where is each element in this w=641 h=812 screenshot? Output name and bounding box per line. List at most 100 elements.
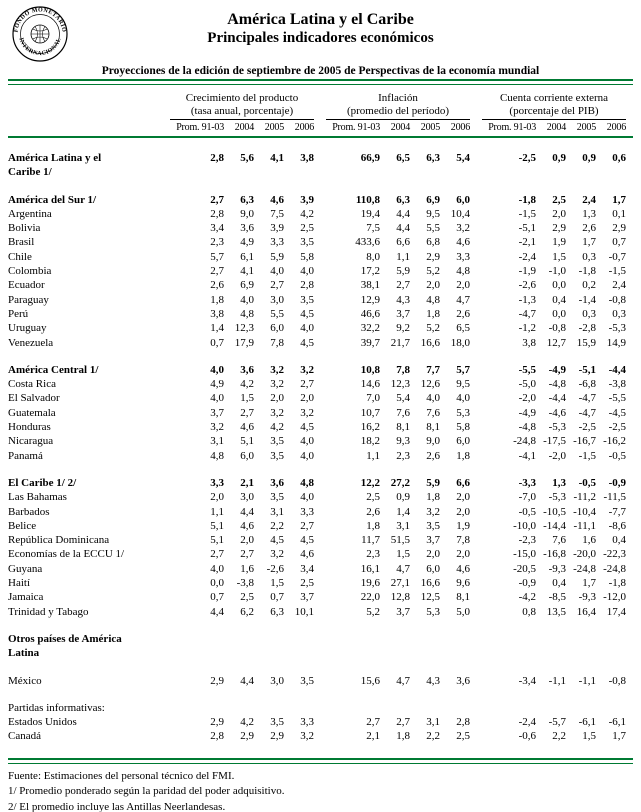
group-header-growth: Crecimiento del producto (tasa anual, po… — [170, 92, 314, 120]
value-group: 5,1 4,6 2,2 2,7 — [170, 519, 314, 533]
group-header-current-account: Cuenta corriente externa (porcentaje del… — [482, 92, 626, 120]
row-label: Trinidad y Tabago — [8, 605, 89, 618]
value-cell: 2,0 — [426, 279, 440, 292]
value-cell: 2,0 — [456, 491, 470, 504]
value-cell: -14,4 — [543, 519, 566, 532]
logo-globe-lines — [31, 25, 49, 43]
value-cell: -4,2 — [518, 591, 536, 604]
value-group: 1,8 3,1 3,5 1,9 — [326, 519, 470, 533]
value-cell: -15,0 — [513, 548, 536, 561]
value-cell: 6,3 — [396, 193, 410, 206]
value-cell: 6,6 — [456, 476, 470, 489]
value-cell: 18,0 — [450, 336, 470, 349]
value-cell: 2,8 — [456, 716, 470, 729]
value-cell: 15,6 — [360, 674, 380, 687]
value-cell: 2,8 — [300, 279, 314, 292]
value-cell: -0,5 — [578, 476, 596, 489]
value-cell: 3,7 — [300, 591, 314, 604]
value-cell: 12,3 — [390, 378, 410, 391]
value-group: 66,9 6,5 6,3 5,4 — [326, 151, 470, 165]
value-cell: 7,8 — [456, 534, 470, 547]
value-cell: 4,9 — [210, 378, 224, 391]
value-group: -7,0 -5,3 -11,2 -11,5 — [482, 490, 626, 504]
value-cell: 16,1 — [360, 562, 380, 575]
value-cell: 4,6 — [240, 421, 254, 434]
country-row: Jamaica 0,7 2,5 0,7 3,7 22,0 12,8 12,5 8,1 -4,2 -8… — [8, 590, 633, 604]
value-cell: 16,4 — [576, 605, 596, 618]
value-group: -4,8 -5,3 -2,5 -2,5 — [482, 420, 626, 434]
value-cell: 0,0 — [210, 577, 224, 590]
value-cell: 2,2 — [270, 519, 284, 532]
value-cell: -24,8 — [573, 562, 596, 575]
value-cell: 10,4 — [450, 207, 470, 220]
value-group: -1,9 -1,0 -1,8 -1,5 — [482, 264, 626, 278]
value-cell: 0,7 — [210, 336, 224, 349]
value-cell: 0,0 — [552, 307, 566, 320]
value-cell: 1,5 — [396, 548, 410, 561]
value-cell: 8,1 — [426, 421, 440, 434]
value-cell: 1,8 — [426, 491, 440, 504]
value-cell: 3,3 — [270, 236, 284, 249]
value-group: 3,2 4,6 4,2 4,5 — [170, 420, 314, 434]
value-cell: 2,5 — [366, 491, 380, 504]
row-label: El Salvador — [8, 392, 60, 405]
value-cell: 7,6 — [396, 406, 410, 419]
value-cell: 2,5 — [300, 577, 314, 590]
group-subtitle: (porcentaje del PIB) — [509, 105, 599, 117]
value-cell: 2,2 — [552, 730, 566, 743]
header-rule — [8, 136, 633, 138]
value-cell: 10,8 — [360, 363, 380, 376]
row-label: Otros países de América Latina — [8, 632, 122, 660]
value-group: 4,8 6,0 3,5 4,0 — [170, 449, 314, 463]
value-cell: 4,0 — [300, 322, 314, 335]
value-cell: 1,9 — [552, 236, 566, 249]
value-group: -4,2 -8,5 -9,3 -12,0 — [482, 590, 626, 604]
value-group: 5,2 3,7 5,3 5,0 — [326, 605, 470, 619]
country-row: Belice 5,1 4,6 2,2 2,7 1,8 3,1 3,5 1,9 -10,0 -14,4… — [8, 519, 633, 533]
value-cell: 2,9 — [552, 222, 566, 235]
value-cell: 4,3 — [396, 293, 410, 306]
value-cell: -2,0 — [518, 392, 536, 405]
value-group: 16,1 4,7 6,0 4,6 — [326, 562, 470, 576]
value-cell: -0,7 — [608, 250, 626, 263]
value-cell: 3,3 — [210, 476, 224, 489]
value-cell: -9,3 — [548, 562, 566, 575]
value-cell: 2,0 — [300, 392, 314, 405]
year-header: 2006 — [606, 122, 626, 133]
value-cell: 6,3 — [240, 193, 254, 206]
year-header-group: Prom. 91-03 2004 2005 2006 — [170, 122, 314, 133]
value-cell: -3,8 — [608, 378, 626, 391]
value-cell: 4,5 — [300, 307, 314, 320]
value-cell: 7,5 — [366, 222, 380, 235]
value-cell: 2,7 — [210, 193, 224, 206]
row-label: Barbados — [8, 505, 50, 518]
value-cell: 7,0 — [366, 392, 380, 405]
value-group: 110,8 6,3 6,9 6,0 — [326, 193, 470, 207]
country-row: Ecuador 2,6 6,9 2,7 2,8 38,1 2,7 2,0 2,0 -2,6 0,0 0… — [8, 278, 633, 292]
value-group: 7,0 5,4 4,0 4,0 — [326, 391, 470, 405]
value-cell: -1,8 — [578, 265, 596, 278]
value-cell: 0,9 — [582, 152, 596, 164]
value-cell: 7,7 — [426, 363, 440, 376]
value-cell: 1,1 — [396, 250, 410, 263]
value-cell: 3,2 — [270, 406, 284, 419]
value-cell: 19,6 — [360, 577, 380, 590]
value-cell: 3,0 — [270, 293, 284, 306]
value-group: 1,1 2,3 2,6 1,8 — [326, 449, 470, 463]
value-cell: 2,6 — [366, 505, 380, 518]
value-group: 22,0 12,8 12,5 8,1 — [326, 590, 470, 604]
value-cell: -2,3 — [518, 534, 536, 547]
value-cell: 16,6 — [420, 336, 440, 349]
value-cell: 2,4 — [582, 193, 596, 206]
value-group: -3,3 1,3 -0,5 -0,9 — [482, 476, 626, 490]
value-group: 3,7 2,7 3,2 3,2 — [170, 406, 314, 420]
value-cell: 3,2 — [456, 222, 470, 235]
group-subtitle: (tasa anual, porcentaje) — [190, 105, 294, 117]
value-cell: 2,3 — [396, 449, 410, 462]
value-cell: 110,8 — [355, 193, 380, 206]
country-row: México 2,9 4,4 3,0 3,5 15,6 4,7 4,3 3,6 -3,4 -1,1-… — [8, 674, 633, 688]
value-group: -0,5 -10,5 -10,4 -7,7 — [482, 505, 626, 519]
value-cell: 1,8 — [210, 293, 224, 306]
value-cell: 3,2 — [426, 505, 440, 518]
value-cell: 13,5 — [546, 605, 566, 618]
